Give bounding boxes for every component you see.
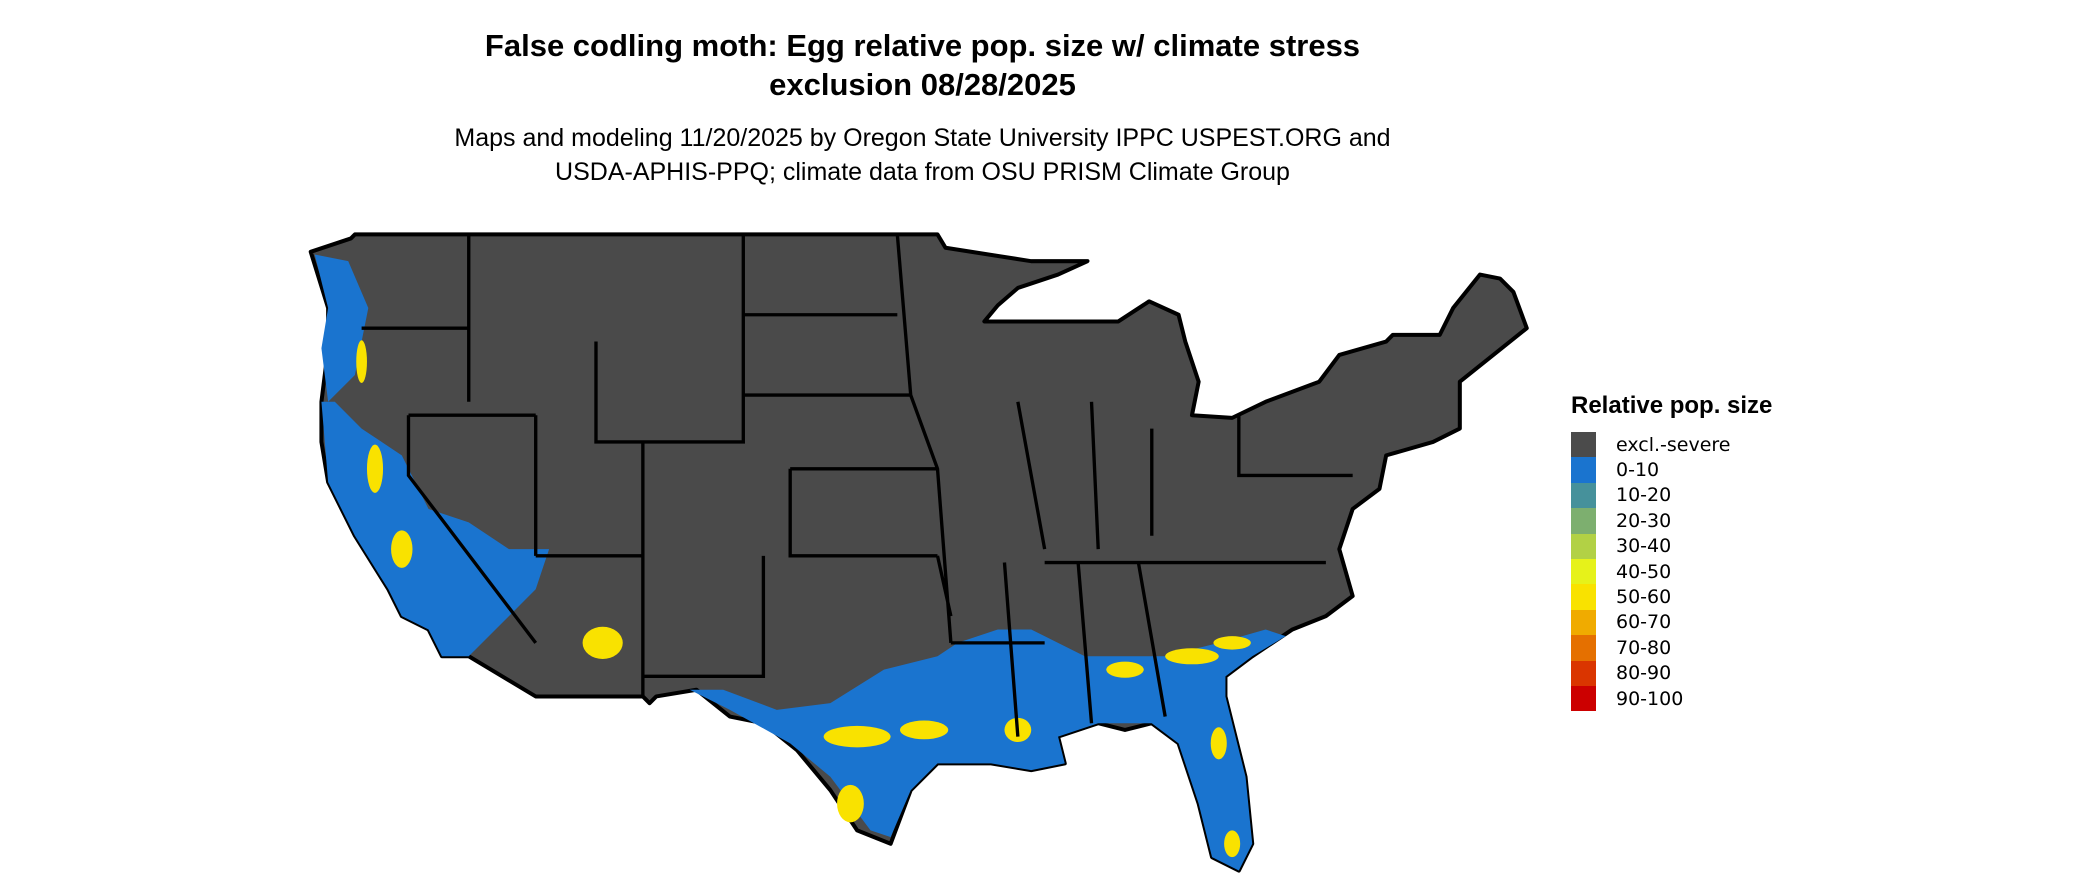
legend-swatch (1571, 685, 1596, 712)
map-title-line1: False codling moth: Egg relative pop. si… (484, 28, 1361, 63)
legend-label: excl.-severe (1616, 433, 1731, 456)
legend-item: 0-10 (1571, 457, 1772, 483)
legend-swatch (1571, 635, 1596, 661)
legend-item: 40-50 (1571, 558, 1772, 585)
legend-item: 80-90 (1571, 660, 1772, 686)
legend-swatch (1571, 533, 1596, 559)
legend-label: 40-50 (1616, 560, 1672, 583)
legend-label: 60-70 (1616, 611, 1672, 634)
legend-title: Relative pop. size (1571, 392, 1773, 419)
legend-item: 70-80 (1571, 635, 1772, 661)
subtitle-line1: Maps and modeling 11/20/2025 by Oregon S… (454, 124, 1391, 152)
state-borders (361, 234, 1353, 737)
legend-swatch (1571, 558, 1596, 585)
legend-item: 10-20 (1571, 482, 1772, 509)
zone-50-60-patches (356, 340, 1251, 858)
legend-label: 10-20 (1616, 484, 1672, 507)
legend-label: 0-10 (1616, 459, 1660, 482)
legend-label: 50-60 (1616, 586, 1672, 609)
legend-swatch (1571, 609, 1596, 636)
legend-swatch (1571, 508, 1596, 534)
legend-item: 20-30 (1571, 508, 1772, 534)
legend-label: 30-40 (1616, 535, 1672, 558)
map-title-line2: exclusion 08/28/2025 (769, 67, 1076, 102)
legend-label: 80-90 (1616, 662, 1672, 685)
legend-item: 90-100 (1571, 685, 1772, 712)
legend-swatch (1571, 457, 1596, 483)
legend-swatch (1571, 432, 1596, 458)
legend-swatch (1571, 584, 1596, 610)
legend-label: 90-100 (1616, 687, 1684, 710)
zone-0-10-pnw (314, 254, 369, 402)
legend: Relative pop. size excl.-severe 0-10 10-20… (1571, 392, 1773, 712)
legend-label: 20-30 (1616, 509, 1672, 532)
legend-item: 60-70 (1571, 609, 1772, 636)
legend-swatch (1571, 660, 1596, 686)
legend-item: 50-60 (1571, 584, 1772, 610)
legend-swatch (1571, 482, 1596, 509)
legend-item: excl.-severe (1571, 432, 1772, 458)
legend-item: 30-40 (1571, 533, 1772, 559)
zone-0-10-gulf (689, 629, 1286, 871)
legend-label: 70-80 (1616, 636, 1672, 659)
subtitle-line2: USDA-APHIS-PPQ; climate data from OSU PR… (555, 158, 1290, 186)
